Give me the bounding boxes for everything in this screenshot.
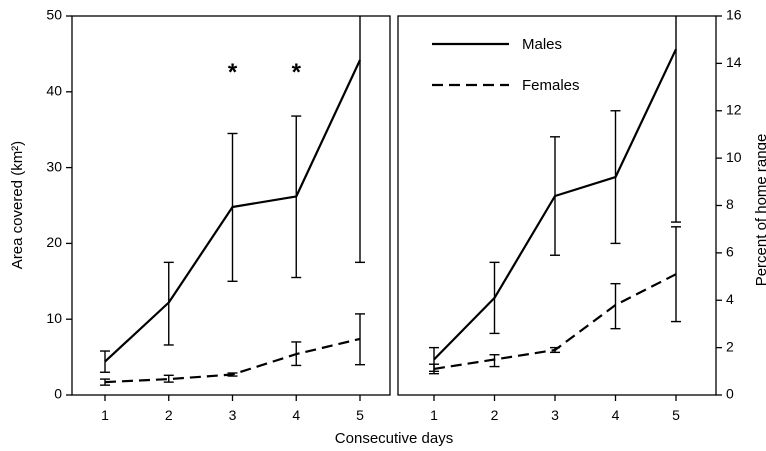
right-y-axis-title: Percent of home range	[753, 134, 766, 287]
x-tick-label: 4	[612, 407, 620, 423]
males-line	[433, 48, 677, 361]
legend-males-label: Males	[522, 36, 562, 53]
y-tick-label: 14	[726, 54, 742, 70]
legend: Males Females	[432, 36, 580, 94]
left-panel-frame	[71, 15, 391, 396]
y-tick-label: 20	[46, 234, 62, 250]
x-tick-label: 1	[430, 407, 438, 423]
y-tick-label: 2	[726, 338, 734, 354]
right-y-axis: 0 2 4 6 8 10 12 14 16	[716, 7, 742, 402]
left-plot-area: * *	[100, 16, 365, 386]
x-axis-title: Consecutive days	[335, 430, 453, 447]
females-line	[433, 273, 677, 370]
left-y-axis: 0 10 20 30 40 50	[46, 7, 72, 402]
left-x-axis: 1 2 3 4 5	[101, 395, 364, 423]
significance-marker: *	[228, 59, 238, 86]
x-tick-label: 2	[165, 407, 173, 423]
legend-females-label: Females	[522, 77, 580, 94]
x-tick-label: 3	[229, 407, 237, 423]
x-tick-label: 5	[356, 407, 364, 423]
y-tick-label: 10	[726, 149, 742, 165]
y-tick-label: 12	[726, 101, 742, 117]
y-tick-label: 10	[46, 310, 62, 326]
y-tick-label: 6	[726, 244, 734, 260]
y-tick-label: 40	[46, 83, 62, 99]
right-plot-area	[429, 16, 681, 375]
y-tick-label: 50	[46, 7, 62, 23]
x-tick-label: 1	[101, 407, 109, 423]
x-tick-label: 4	[292, 407, 300, 423]
females-line	[104, 337, 361, 384]
right-x-axis: 1 2 3 4 5	[430, 395, 680, 423]
left-y-axis-title: Area covered (km²)	[9, 141, 26, 269]
significance-marker: *	[292, 59, 302, 86]
y-tick-label: 4	[726, 291, 734, 307]
x-tick-label: 2	[491, 407, 499, 423]
y-tick-label: 0	[54, 386, 62, 402]
y-tick-label: 8	[726, 196, 734, 212]
x-tick-label: 3	[551, 407, 559, 423]
y-tick-label: 30	[46, 158, 62, 174]
x-tick-label: 5	[672, 407, 680, 423]
y-tick-label: 16	[726, 7, 742, 23]
y-tick-label: 0	[726, 386, 734, 402]
males-line	[104, 59, 361, 363]
